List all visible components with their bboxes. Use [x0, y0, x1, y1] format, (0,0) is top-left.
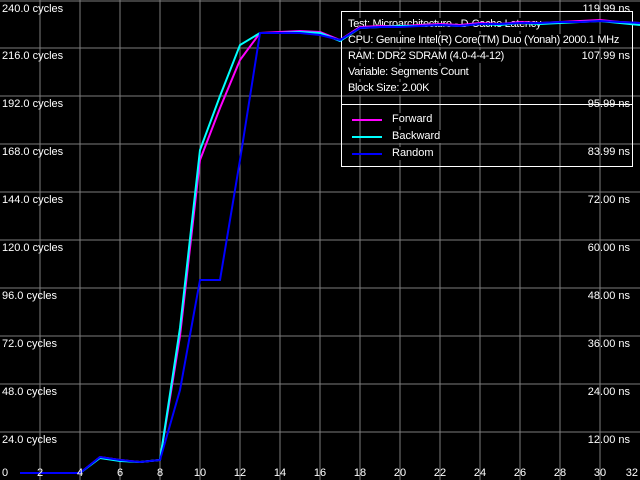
legend-item-forward: Forward [342, 111, 632, 128]
legend-label: Forward [390, 113, 435, 126]
test-info: Test: Microarchitecture - D-Cache Latenc… [342, 12, 632, 95]
info-legend-box: Test: Microarchitecture - D-Cache Latenc… [341, 11, 633, 167]
forward-line-swatch [352, 118, 382, 121]
legend-label: Random [390, 147, 436, 160]
random-line-swatch [352, 152, 382, 155]
info-line-test: Test: Microarchitecture - D-Cache Latenc… [346, 18, 544, 31]
legend-item-backward: Backward [342, 128, 632, 145]
info-line-ram: RAM: DDR2 SDRAM (4.0-4-4-12) [346, 50, 507, 63]
chart-legend: Forward Backward Random [342, 111, 632, 162]
info-line-blocksize: Block Size: 2.00K [346, 82, 432, 95]
legend-item-random: Random [342, 145, 632, 162]
legend-label: Backward [390, 130, 443, 143]
info-line-variable: Variable: Segments Count [346, 66, 471, 79]
backward-line-swatch [352, 135, 382, 138]
info-line-cpu: CPU: Genuine Intel(R) Core(TM) Duo (Yona… [346, 34, 622, 47]
box-divider [342, 104, 632, 105]
